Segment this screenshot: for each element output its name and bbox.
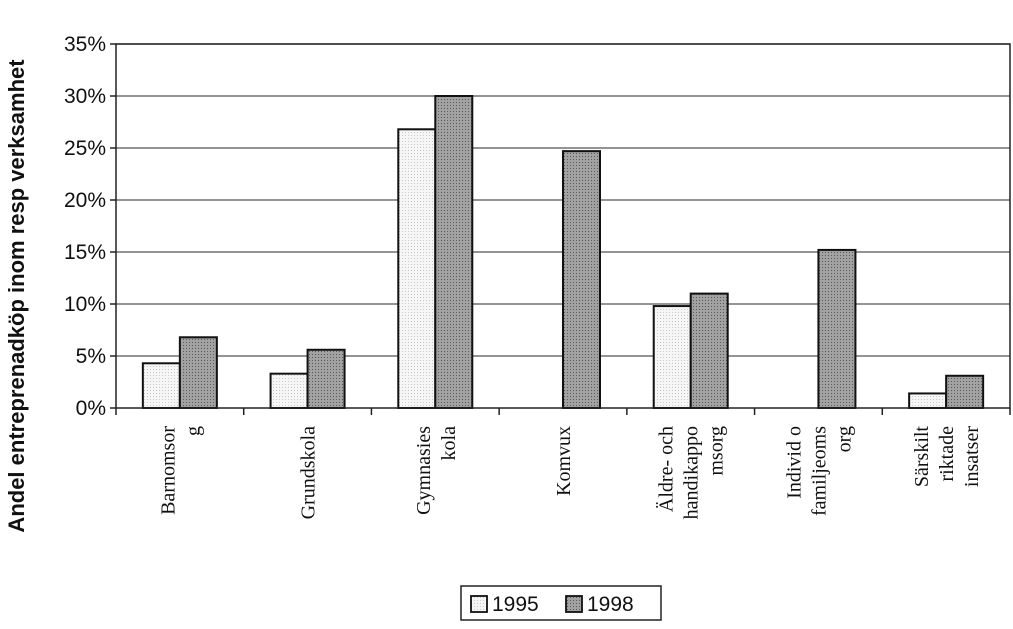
category-labels: Barnomsor g Grundskola Gymnasies kola Komvux Ä… bbox=[157, 426, 983, 520]
y-tick-label: 15% bbox=[64, 241, 106, 264]
category-label-line: Barnomsor bbox=[157, 426, 179, 515]
legend-box bbox=[460, 585, 662, 621]
category-label-line: Äldre- och bbox=[655, 426, 678, 512]
category-label-line: msorg bbox=[706, 426, 728, 476]
category-label-line: riktade bbox=[936, 426, 958, 482]
y-tick-label: 0% bbox=[76, 397, 106, 420]
bar-1995-2 bbox=[397, 128, 437, 409]
bar-1998-0 bbox=[178, 336, 218, 409]
y-tick-label: 35% bbox=[64, 33, 106, 56]
category-label-3: Komvux bbox=[553, 426, 575, 496]
category-label-line: handikappo bbox=[681, 426, 703, 519]
legend-label-1995: 1995 bbox=[492, 593, 539, 616]
bar-1995-1 bbox=[269, 372, 309, 409]
category-label-line: Komvux bbox=[553, 426, 575, 496]
legend: 1995 1998 bbox=[460, 585, 662, 621]
category-label-line: Individ o bbox=[783, 426, 805, 499]
bar-1995-0 bbox=[141, 362, 181, 409]
bar-1998-3 bbox=[562, 150, 601, 409]
category-label-line: Gymnasies bbox=[413, 426, 435, 515]
y-tick-label: 5% bbox=[76, 345, 106, 368]
category-label-line: g bbox=[182, 426, 204, 436]
y-tick-label: 20% bbox=[64, 189, 106, 212]
y-tick-label: 25% bbox=[64, 137, 106, 160]
y-tick-label: 10% bbox=[64, 293, 106, 316]
y-axis-title: Andel entreprenadköp inom resp verksamhe… bbox=[4, 59, 29, 533]
bar-1995-6 bbox=[908, 392, 948, 410]
category-label-0: Barnomsor g bbox=[157, 426, 204, 515]
plot-frame bbox=[115, 43, 1011, 409]
legend-swatch-1995 bbox=[470, 595, 488, 613]
legend-label-1998: 1998 bbox=[587, 593, 634, 616]
category-label-line: Grundskola bbox=[298, 426, 320, 519]
category-label-line: insatser bbox=[961, 426, 983, 487]
category-label-6: Särskilt riktade insatser bbox=[911, 426, 983, 488]
bar-1998-4 bbox=[689, 292, 729, 410]
category-label-line: kola bbox=[438, 426, 460, 461]
bar-1998-1 bbox=[306, 348, 346, 410]
category-label-line: familjeoms bbox=[808, 426, 830, 516]
category-label-1: Grundskola bbox=[298, 426, 320, 519]
category-label-2: Gymnasies kola bbox=[413, 426, 460, 515]
axes: 0% 5% 10% 15% 20% 25% 30% 35% bbox=[64, 33, 1011, 420]
bars bbox=[141, 95, 985, 410]
category-label-4: Äldre- och handikappo msorg bbox=[655, 426, 728, 519]
bar-1998-5 bbox=[817, 248, 857, 409]
bar-1995-4 bbox=[652, 305, 692, 409]
category-label-5: Individ o familjeoms org bbox=[783, 426, 855, 516]
y-tick-label: 30% bbox=[64, 85, 106, 108]
bar-1998-6 bbox=[945, 374, 985, 410]
bar-1998-2 bbox=[434, 95, 474, 409]
category-label-line: Särskilt bbox=[911, 426, 933, 488]
category-label-line: org bbox=[833, 426, 855, 452]
legend-swatch-1998 bbox=[565, 595, 583, 613]
